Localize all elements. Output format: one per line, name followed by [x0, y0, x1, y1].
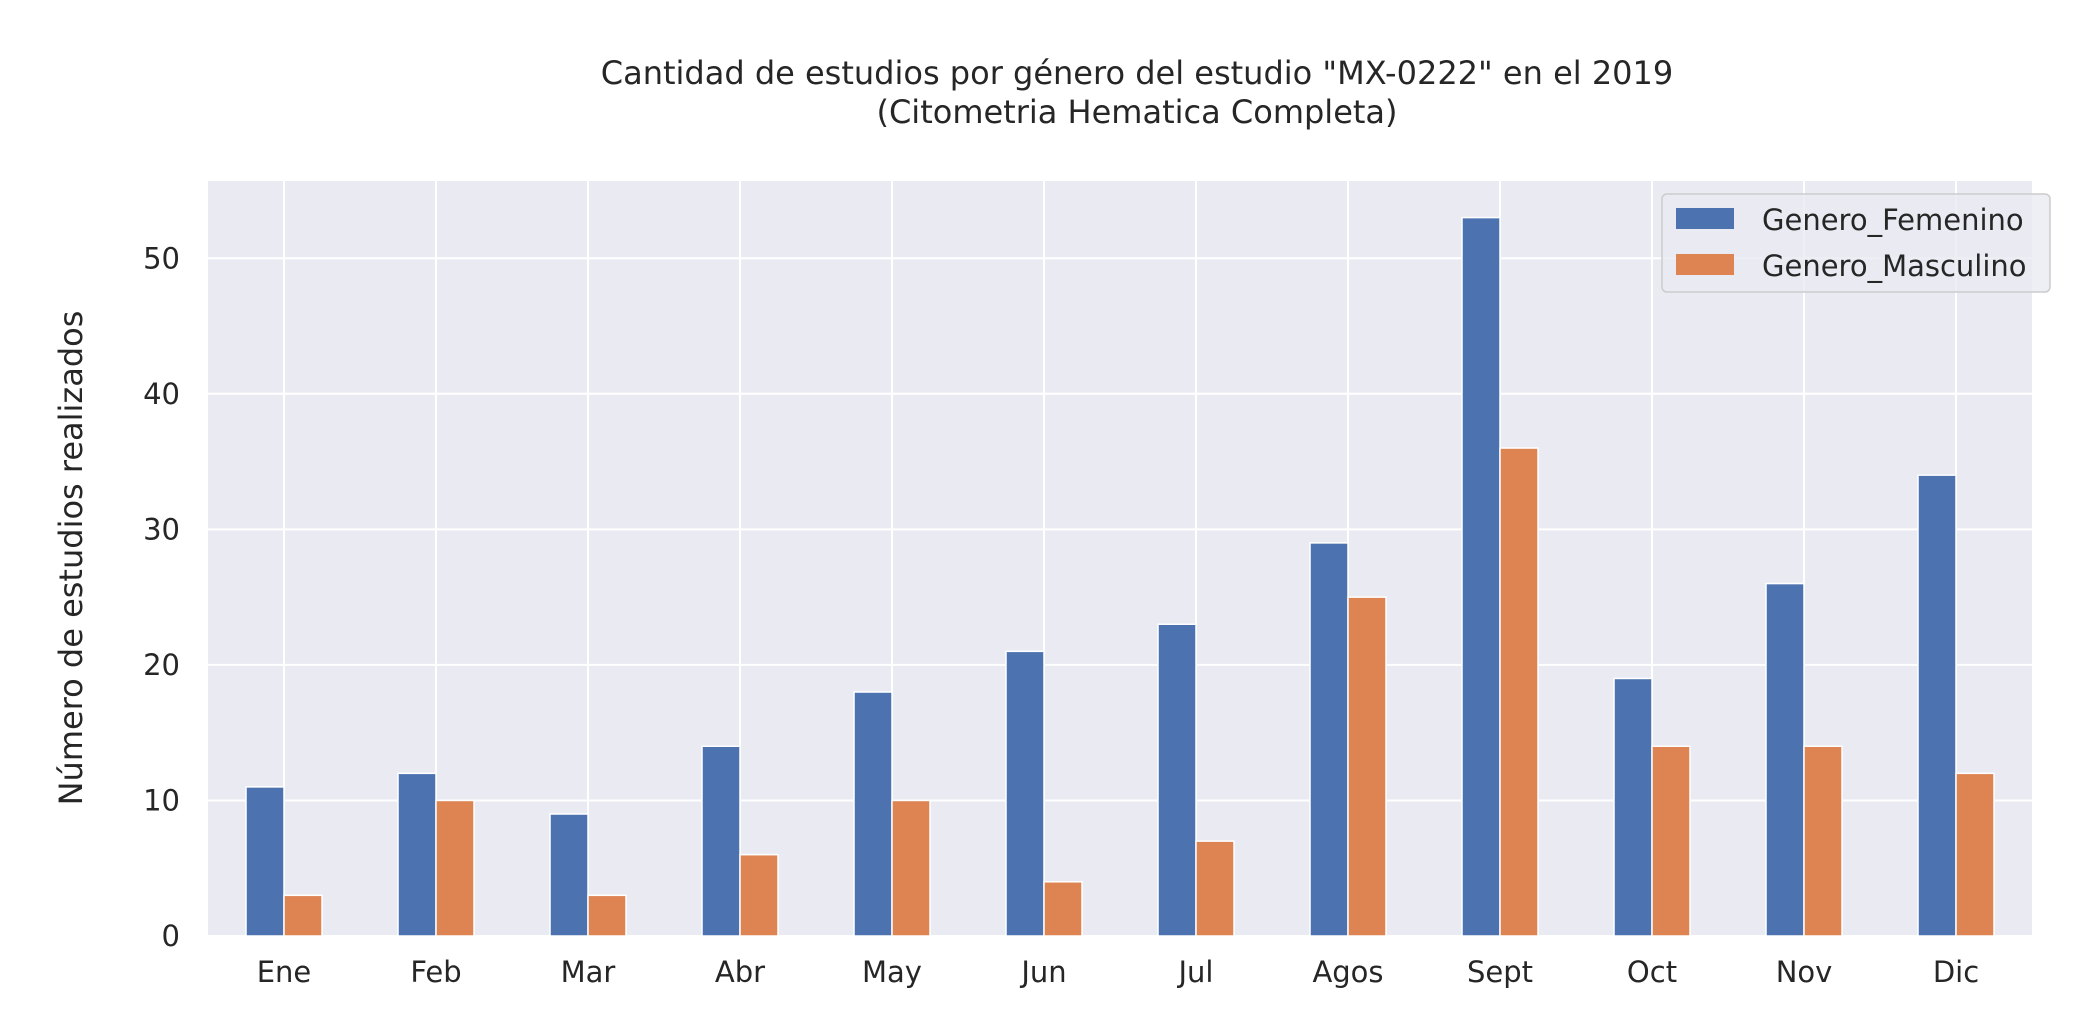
bar-femenino [1005, 650, 1045, 937]
legend-label-masculino: Genero_Masculino [1762, 249, 2027, 283]
y-tick-label: 0 [162, 919, 180, 953]
bars [245, 216, 1995, 937]
plot-area [208, 181, 2032, 936]
bar-femenino [1765, 582, 1805, 937]
bar-masculino [891, 799, 931, 937]
x-tick-label: Jul [1177, 955, 1214, 989]
x-tick-label: Sept [1467, 955, 1533, 989]
chart-title: Cantidad de estudios por género del estu… [601, 54, 1674, 92]
bar-masculino [1499, 447, 1539, 937]
y-tick-label: 40 [143, 377, 180, 411]
bar-femenino [397, 772, 437, 937]
x-tick-label: May [862, 955, 922, 989]
x-tick-label: Jun [1019, 955, 1066, 989]
y-tick-labels: 0 10 20 30 40 50 [143, 241, 180, 953]
x-tick-label: Mar [561, 955, 616, 989]
chart-subtitle: (Citometria Hematica Completa) [876, 93, 1397, 131]
y-tick-label: 30 [143, 512, 180, 546]
x-tick-label: Oct [1627, 955, 1677, 989]
bar-masculino [587, 894, 627, 937]
legend-swatch-femenino [1676, 208, 1734, 229]
bar-masculino [1043, 881, 1083, 937]
x-tick-label: Agos [1312, 955, 1383, 989]
legend: Genero_Femenino Genero_Masculino [1661, 193, 2051, 293]
bar-masculino [283, 894, 323, 937]
x-tick-label: Dic [1933, 955, 1979, 989]
bar-femenino [549, 813, 589, 937]
y-tick-label: 10 [143, 783, 180, 817]
bar-femenino [853, 691, 893, 937]
bar-femenino [1613, 677, 1653, 937]
bar-masculino [1803, 745, 1843, 937]
legend-label-femenino: Genero_Femenino [1762, 203, 2024, 237]
bar-masculino [1651, 745, 1691, 937]
y-axis-label: Número de estudios realizados [52, 311, 90, 806]
bar-femenino [701, 745, 741, 937]
bar-masculino [1955, 772, 1995, 937]
y-tick-label: 50 [143, 241, 180, 275]
bar-masculino [1347, 596, 1387, 937]
bar-femenino [1309, 542, 1349, 937]
y-tick-label: 20 [143, 648, 180, 682]
x-tick-label: Nov [1776, 955, 1833, 989]
bar-femenino [245, 786, 285, 937]
bar-masculino [1195, 840, 1235, 937]
legend-swatch-masculino [1676, 254, 1734, 275]
bar-femenino [1157, 623, 1197, 937]
bar-femenino [1461, 216, 1501, 937]
x-tick-label: Feb [410, 955, 461, 989]
x-tick-label: Abr [715, 955, 765, 989]
legend-box [1661, 193, 2051, 293]
x-tick-labels: Ene Feb Mar Abr May Jun Jul Agos Sept Oct Nov Dic [257, 955, 1979, 989]
bar-masculino [435, 799, 475, 937]
bar-femenino [1917, 474, 1957, 937]
x-tick-label: Ene [257, 955, 312, 989]
bar-masculino [739, 853, 779, 937]
